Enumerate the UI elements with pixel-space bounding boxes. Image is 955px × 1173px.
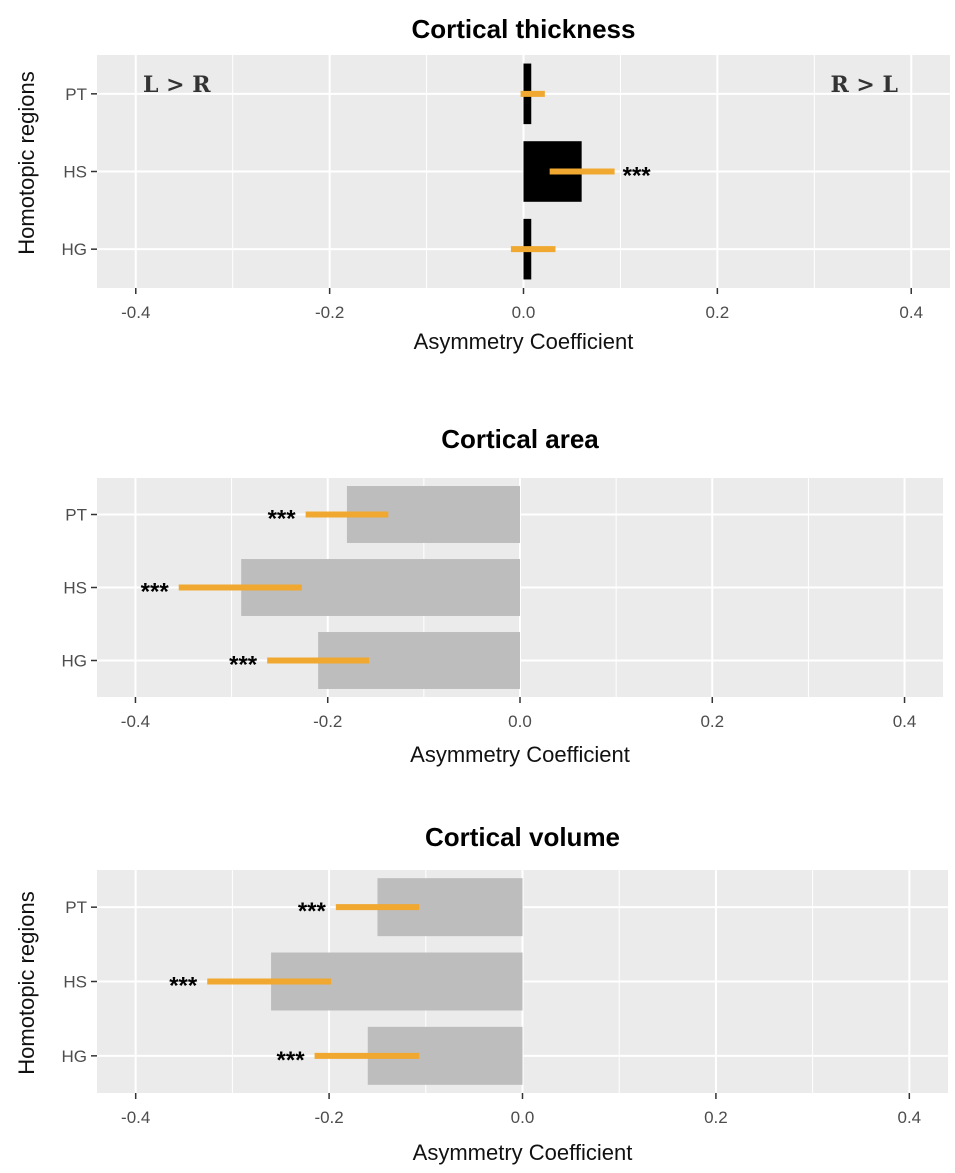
y-tick-label: HG [62,652,88,671]
y-tick-label: PT [65,898,87,917]
x-tick-label: 0.4 [893,712,917,731]
significance-marker: *** [623,163,652,190]
x-tick-label: -0.2 [313,712,342,731]
x-tick-label: 0.0 [508,712,532,731]
x-tick-label: -0.4 [121,712,150,731]
x-tick-label: -0.4 [121,303,150,322]
y-tick-label: PT [65,85,87,104]
y-tick-label: HS [63,973,87,992]
x-axis-title: Asymmetry Coefficient [414,329,634,354]
significance-marker: *** [277,1047,306,1074]
annotation-left: L > R [143,72,211,98]
x-tick-label: -0.2 [314,1108,343,1127]
x-tick-label: -0.2 [315,303,344,322]
y-tick-label: HS [63,163,87,182]
x-tick-label: 0.2 [704,1108,728,1127]
x-tick-label: -0.4 [121,1108,150,1127]
x-tick-label: 0.0 [512,303,536,322]
significance-marker: *** [169,973,198,1000]
chart-panel-0: *** L > R R > L PT HS HG -0.4 -0.2 0.0 0.2 0.4 Cort… [14,14,950,354]
x-tick-label: 0.4 [897,1108,921,1127]
y-tick-label: PT [65,506,87,525]
chart-title: Cortical area [441,424,599,454]
annotation-right: R > L [830,72,898,98]
chart-title: Cortical thickness [412,14,636,44]
x-tick-label: 0.2 [700,712,724,731]
x-tick-label: 0.0 [511,1108,535,1127]
x-axis-title: Asymmetry Coefficient [413,1140,633,1165]
significance-marker: *** [141,579,170,606]
x-tick-label: 0.4 [899,303,923,322]
y-tick-label: HS [63,579,87,598]
chart-panel-2: *** *** *** PT HS HG -0.4 -0.2 0.0 0.2 0.4 Cortical… [14,822,948,1165]
y-axis-title: Homotopic regions [14,891,39,1074]
chart-panel-1: *** *** *** PT HS HG -0.4 -0.2 0.0 0.2 0.4 Cortical… [62,424,943,767]
y-tick-label: HG [62,240,88,259]
significance-marker: *** [298,898,327,925]
y-tick-label: HG [62,1047,88,1066]
y-axis-title: Homotopic regions [14,71,39,254]
x-tick-label: 0.2 [706,303,730,322]
x-axis-title: Asymmetry Coefficient [410,742,630,767]
significance-marker: *** [268,506,297,533]
significance-marker: *** [229,652,258,679]
chart-title: Cortical volume [425,822,620,852]
